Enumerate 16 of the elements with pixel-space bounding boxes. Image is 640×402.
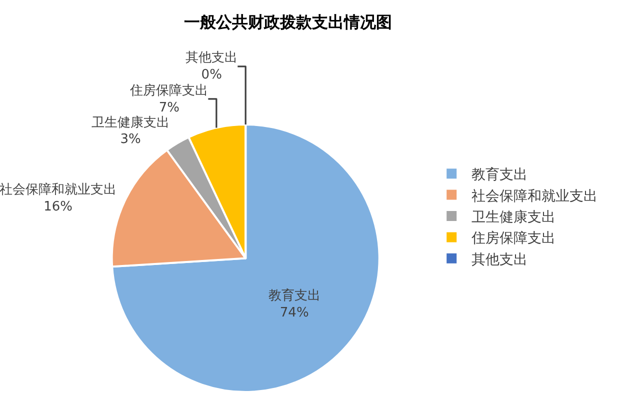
slice-label: 教育支出 (268, 288, 320, 304)
legend-label: 其他支出 (472, 252, 528, 268)
legend-label: 教育支出 (472, 166, 528, 184)
data-label: 7% (158, 100, 180, 116)
text: 0% (201, 67, 222, 82)
slice-label: 卫生健康支出 (92, 115, 170, 130)
slice-label: 社会保障和就业支出 (0, 182, 117, 198)
legend-label: 卫生健康支出 (472, 209, 556, 226)
data-label: 3% (120, 132, 141, 148)
legend-label: 住房保障支出 (470, 230, 556, 247)
category-label: 其他支出 (186, 50, 238, 66)
data-label: 16% (44, 199, 73, 214)
chart-title: 一般公共财政拨款支出情况图 (184, 12, 392, 32)
slice-label: 住房保障支出 (129, 82, 208, 98)
legend-label: 社会保障和就业支出 (472, 188, 598, 204)
data-label: 74% (280, 305, 309, 320)
